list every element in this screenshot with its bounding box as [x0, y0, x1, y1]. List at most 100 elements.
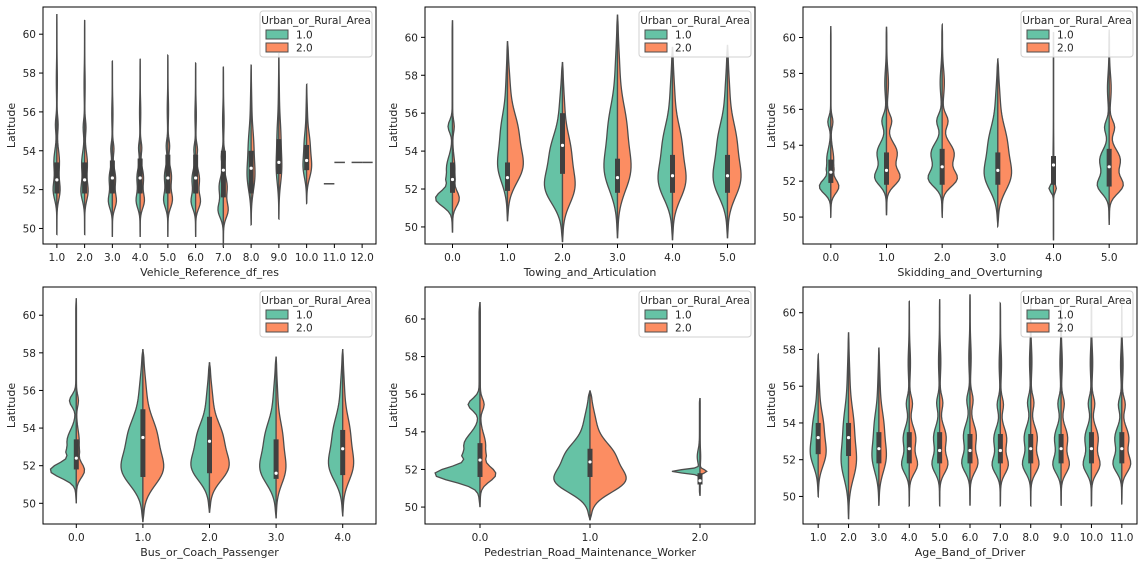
y-tick-label: 52	[783, 455, 796, 467]
legend-entry-label: 2.0	[296, 323, 313, 335]
y-axis-label: Latitude	[765, 103, 778, 149]
violin-1.0	[873, 26, 901, 216]
legend: Urban_or_Rural_Area 1.02.0	[259, 290, 373, 338]
violin-half-urban	[983, 57, 999, 229]
median-dot	[907, 447, 911, 451]
y-tick-label: 56	[23, 107, 37, 119]
violin-7.0	[991, 303, 1009, 506]
violin-half-urban	[543, 61, 564, 243]
median-dot	[249, 166, 253, 170]
x-tick-label: 9.0	[271, 252, 288, 264]
x-tick-label: 3.0	[609, 252, 626, 264]
iqr-box	[884, 152, 889, 185]
median-dot	[305, 158, 309, 163]
legend: Urban_or_Rural_Area 1.02.0	[638, 290, 752, 338]
violin-half-urban	[553, 390, 591, 521]
x-tick-label: 1.0	[499, 252, 516, 264]
median-dot	[670, 174, 675, 178]
legend-entry-label: 1.0	[675, 310, 692, 322]
iqr-box	[995, 152, 1001, 185]
y-tick-label: 56	[405, 389, 419, 401]
violin-half-urban	[712, 44, 729, 239]
median-dot	[274, 471, 278, 475]
y-axis-label: Latitude	[387, 383, 400, 429]
y-tick-label: 58	[23, 68, 36, 80]
y-tick-label: 60	[783, 33, 796, 45]
x-tick-label: 1.0	[878, 252, 895, 264]
violin-half-rural	[847, 332, 858, 520]
legend-entry-label: 1.0	[296, 30, 313, 42]
violin-half-rural	[506, 41, 524, 222]
y-tick-label: 58	[783, 344, 796, 356]
legend-swatch-urban	[644, 309, 668, 320]
violin-11.0	[323, 161, 345, 185]
violin-half-rural	[278, 52, 283, 221]
x-tick-label: 5.0	[160, 252, 177, 264]
violin-half-rural	[885, 26, 901, 216]
iqr-box	[276, 139, 282, 175]
legend-entry-label: 2.0	[1057, 43, 1074, 55]
median-dot	[996, 168, 1000, 172]
violin-half-rural	[561, 61, 576, 243]
median-dot	[938, 448, 942, 453]
x-tick-label: 0.0	[68, 532, 85, 544]
violin-half-rural	[817, 352, 827, 499]
median-dot	[207, 439, 212, 443]
x-tick-label: 4.0	[334, 532, 351, 544]
median-dot	[615, 176, 620, 180]
violin-2.0	[671, 397, 708, 496]
violin-1.0	[496, 41, 524, 222]
x-tick-label: 2.0	[554, 252, 571, 264]
violin-5.0	[931, 299, 949, 507]
iqr-box	[165, 154, 171, 194]
y-tick-label: 50	[405, 222, 418, 234]
y-tick-label: 54	[405, 427, 419, 439]
x-axis-label: Skidding_and_Overturning	[897, 266, 1042, 279]
legend-entry-label: 2.0	[675, 323, 692, 335]
legend-swatch-urban	[1026, 309, 1050, 320]
iqr-box	[697, 473, 703, 485]
violin-2.0	[190, 362, 230, 513]
median-dot	[816, 436, 820, 440]
legend-swatch-rural	[644, 42, 668, 53]
x-tick-label: 11.0	[1110, 532, 1133, 544]
x-tick-label: 2.0	[692, 532, 709, 544]
x-tick-label: 4.0	[1045, 252, 1062, 264]
median-dot	[1120, 447, 1124, 451]
median-dot	[194, 176, 198, 180]
median-dot	[560, 143, 565, 148]
violin-3.0	[603, 14, 632, 239]
violin-2.0	[80, 19, 89, 236]
y-tick-label: 52	[405, 184, 418, 196]
x-tick-label: 0.0	[822, 252, 839, 264]
violin-half-rural	[941, 22, 959, 219]
violin-0.0	[434, 301, 497, 508]
y-tick-label: 60	[23, 310, 36, 322]
violin-4.0	[900, 300, 919, 507]
legend: Urban_or_Rural_Area 1.02.0	[1020, 10, 1134, 58]
violin-half-rural	[305, 83, 313, 205]
median-dot	[1051, 163, 1056, 167]
y-tick-label: 52	[23, 185, 36, 197]
violin-3.0	[871, 347, 888, 506]
y-tick-label: 60	[23, 29, 36, 41]
y-axis-label: Latitude	[5, 103, 18, 149]
median-dot	[450, 177, 455, 182]
violin-0.0	[434, 20, 460, 233]
violin-half-urban	[259, 356, 277, 519]
median-dot	[478, 458, 482, 462]
x-tick-label: 2.0	[76, 252, 93, 264]
y-tick-label: 50	[783, 491, 796, 503]
iqr-box	[54, 162, 60, 194]
violin-half-rural	[616, 14, 632, 239]
x-tick-label: 4.0	[901, 532, 918, 544]
iqr-box	[140, 409, 146, 477]
violin-2.0	[840, 332, 858, 520]
y-axis-label: Latitude	[5, 383, 18, 429]
x-tick-label: 3.0	[871, 532, 888, 544]
iqr-box	[670, 154, 675, 193]
